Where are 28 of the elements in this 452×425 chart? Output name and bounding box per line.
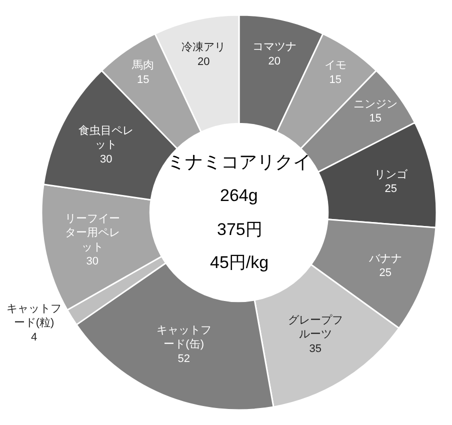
slice-label: グレープフルーツ <box>288 313 343 341</box>
slice-label: コマツナ <box>252 41 296 54</box>
data-label: 30 <box>86 256 99 268</box>
slice-label: ニンジン <box>353 98 398 110</box>
data-label: 25 <box>384 183 397 196</box>
data-label: 52 <box>178 352 190 365</box>
data-label: 15 <box>369 112 382 125</box>
text: 45円/kg <box>210 253 269 272</box>
data-label: 15 <box>329 74 342 86</box>
data-label: 25 <box>379 267 392 280</box>
text: ミナミコアリクイ <box>167 152 311 172</box>
slice-label: キャットフード(粒) <box>6 302 62 330</box>
data-label: 35 <box>309 342 322 355</box>
slice-label: バナナ <box>368 252 402 265</box>
slice-label: キャットフード(缶) <box>156 324 212 351</box>
slice-label: 馬肉 <box>131 60 154 72</box>
data-label: 30 <box>100 153 112 166</box>
text: 375円 <box>217 220 262 239</box>
slice-label: リーフイーター用ペレット <box>64 212 120 254</box>
slice-label: イモ <box>324 60 346 72</box>
slice-label: リンゴ <box>374 168 408 181</box>
data-label: 15 <box>136 74 150 86</box>
slice-label: 冷凍アリ <box>182 40 226 54</box>
data-label: 20 <box>198 56 210 68</box>
text: 264g <box>220 186 258 205</box>
slice-label: 食虫目ペレット <box>78 124 134 152</box>
data-label: 4 <box>30 331 38 344</box>
data-label: 20 <box>268 55 280 68</box>
